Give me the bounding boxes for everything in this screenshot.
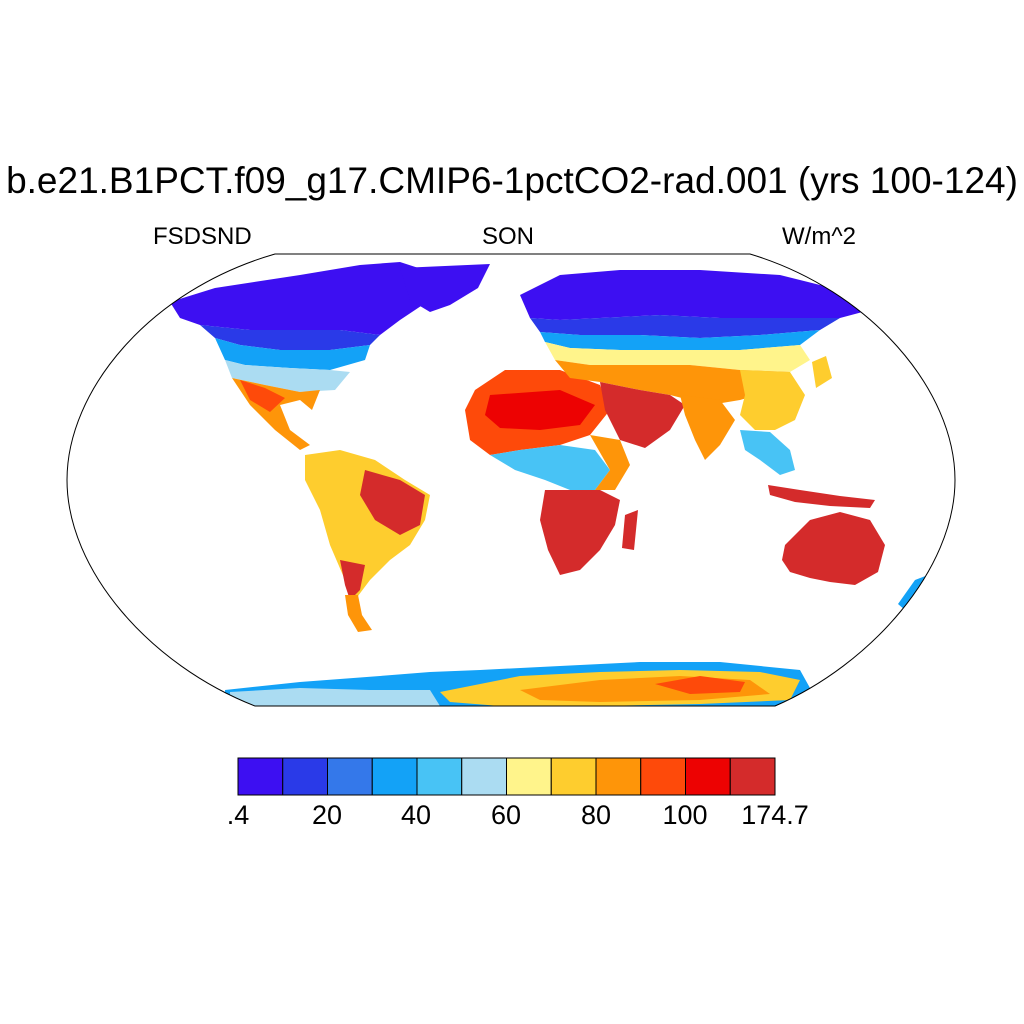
colorbar-swatch <box>595 757 642 796</box>
colorbar-tick-label: 60 <box>490 800 522 830</box>
units-label: W/m^2 <box>782 223 856 250</box>
colorbar-swatch <box>550 757 597 796</box>
land-north-america-arctic <box>170 262 440 335</box>
land-eurasia-mid <box>540 330 820 350</box>
land-eurasia-arctic <box>520 270 870 320</box>
land-antarctica-west <box>230 688 440 706</box>
colorbar-tick-label: 40 <box>400 800 432 830</box>
land-eurasia-central <box>555 360 790 405</box>
land-africa-sahara <box>485 390 595 430</box>
colorbar-swatch <box>327 757 373 796</box>
plot-title: b.e21.B1PCT.f09_g17.CMIP6-1pctCO2-rad.00… <box>6 160 1018 201</box>
land-eurasia-temperate <box>545 342 810 372</box>
land-africa-south <box>540 490 620 575</box>
colorbar-tick-label: 20 <box>311 800 343 830</box>
land-north-america-mid <box>215 338 370 370</box>
land-south-america-core <box>360 470 425 535</box>
map-border <box>66 253 956 707</box>
land-middle-east <box>600 382 685 448</box>
land-africa-east <box>590 435 630 490</box>
colorbar-swatch <box>416 757 463 796</box>
colorbar-swatch <box>282 757 328 796</box>
land-east-asia <box>740 370 805 430</box>
land-madagascar <box>622 510 638 550</box>
land-north-america-boreal <box>200 325 380 350</box>
land-south-america-south <box>340 560 365 600</box>
land-africa-central <box>490 445 610 490</box>
land-antarctica-high <box>655 676 745 694</box>
land-south-america-tip <box>345 595 372 632</box>
land-southeast-asia <box>740 430 795 475</box>
land-japan <box>812 356 832 388</box>
colorbar-tick-label: 80 <box>580 800 612 830</box>
colorbar-swatch <box>685 757 731 796</box>
land-australia <box>782 512 885 585</box>
map-field <box>170 262 928 706</box>
land-eurasia-boreal <box>530 315 840 338</box>
colorbar-labels: .4 20 40 60 80 100 174.7 <box>0 800 1024 840</box>
land-north-america-temperate <box>225 360 350 392</box>
colorbar <box>237 757 776 796</box>
colorbar-tick-label: .4 <box>226 800 250 830</box>
season-label: SON <box>482 223 535 250</box>
variable-label: FSDSND <box>153 223 252 250</box>
colorbar-tick-label: 174.7 <box>741 800 809 830</box>
colorbar-swatch <box>506 757 552 796</box>
colorbar-swatch <box>729 757 776 796</box>
colorbar-swatch <box>237 757 284 796</box>
colorbar-swatch <box>640 757 686 796</box>
land-indonesia <box>768 485 875 508</box>
land-india <box>680 395 735 460</box>
land-north-america-southwest <box>240 380 285 412</box>
colorbar-swatch <box>461 757 507 796</box>
colorbar-swatch <box>371 757 418 796</box>
land-greenland <box>400 264 490 312</box>
colorbar-tick-label: 100 <box>662 800 708 830</box>
